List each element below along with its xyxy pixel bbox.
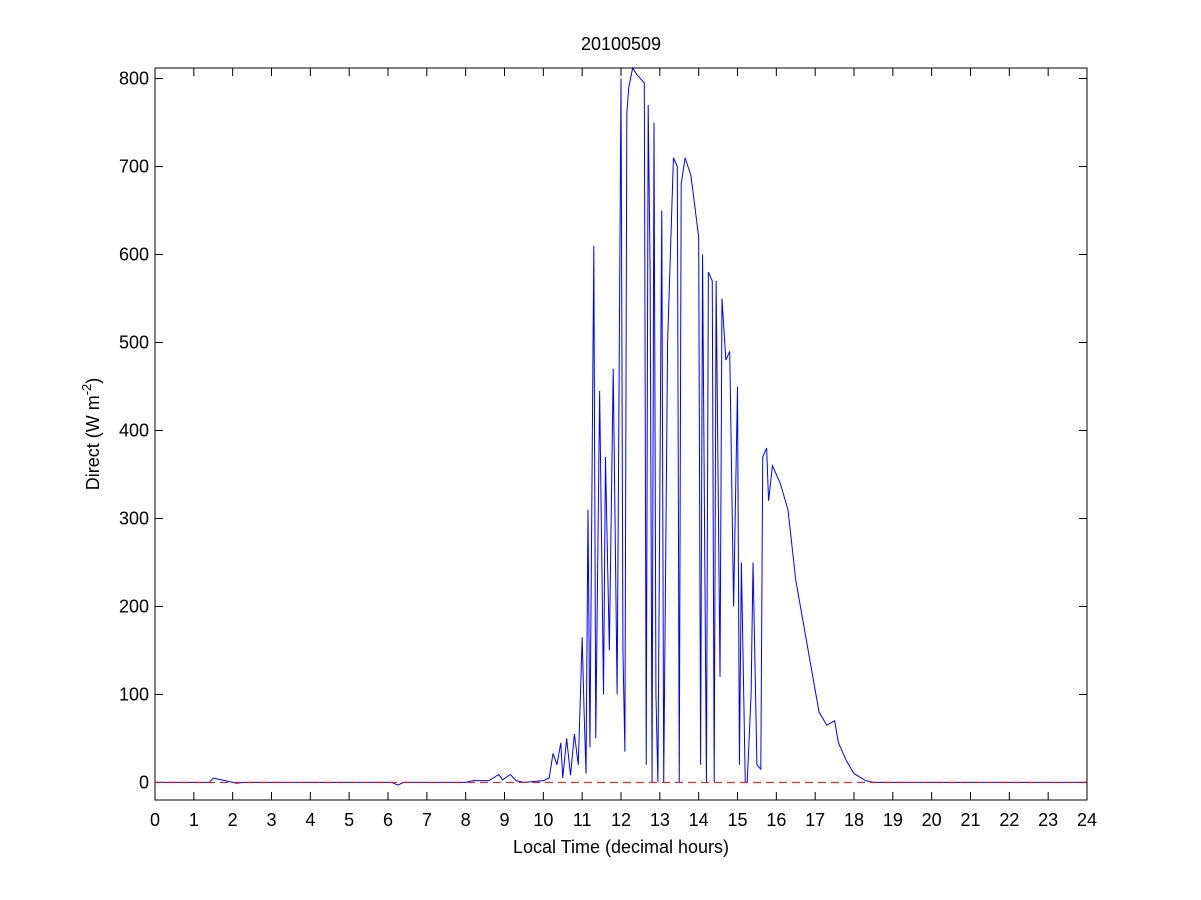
y-label-sup: -2 bbox=[79, 384, 94, 396]
x-tick-label: 16 bbox=[766, 810, 786, 830]
x-tick-label: 0 bbox=[150, 810, 160, 830]
data-line bbox=[155, 66, 1087, 786]
x-tick-label: 4 bbox=[305, 810, 315, 830]
y-label-end: ) bbox=[83, 378, 103, 384]
x-tick-label: 2 bbox=[228, 810, 238, 830]
x-tick-label: 8 bbox=[461, 810, 471, 830]
y-tick-label: 800 bbox=[119, 69, 149, 89]
x-tick-label: 22 bbox=[999, 810, 1019, 830]
x-axis-label: Local Time (decimal hours) bbox=[513, 837, 729, 857]
y-axis-label: Direct (W m-2) bbox=[79, 378, 103, 491]
x-tick-label: 18 bbox=[844, 810, 864, 830]
y-tick-label: 200 bbox=[119, 596, 149, 616]
x-tick-label: 17 bbox=[805, 810, 825, 830]
x-tick-label: 7 bbox=[422, 810, 432, 830]
y-tick-label: 100 bbox=[119, 684, 149, 704]
x-tick-label: 24 bbox=[1077, 810, 1097, 830]
x-tick-label: 6 bbox=[383, 810, 393, 830]
x-tick-label: 14 bbox=[689, 810, 709, 830]
y-tick-label: 300 bbox=[119, 508, 149, 528]
x-tick-label: 5 bbox=[344, 810, 354, 830]
x-tick-label: 13 bbox=[650, 810, 670, 830]
x-tick-label: 10 bbox=[533, 810, 553, 830]
y-tick-label: 400 bbox=[119, 420, 149, 440]
y-tick-label: 600 bbox=[119, 245, 149, 265]
x-tick-label: 19 bbox=[883, 810, 903, 830]
x-tick-label: 23 bbox=[1038, 810, 1058, 830]
y-tick-label: 500 bbox=[119, 333, 149, 353]
x-tick-label: 20 bbox=[922, 810, 942, 830]
x-tick-label: 1 bbox=[189, 810, 199, 830]
y-tick-label: 700 bbox=[119, 157, 149, 177]
x-tick-label: 3 bbox=[266, 810, 276, 830]
x-tick-label: 21 bbox=[960, 810, 980, 830]
y-tick-label: 0 bbox=[139, 772, 149, 792]
x-tick-label: 15 bbox=[727, 810, 747, 830]
y-label-main: Direct (W m bbox=[83, 395, 103, 490]
x-tick-label: 9 bbox=[499, 810, 509, 830]
x-tick-label: 11 bbox=[573, 810, 592, 830]
x-tick-label: 12 bbox=[611, 810, 631, 830]
chart-title: 20100509 bbox=[581, 34, 661, 54]
